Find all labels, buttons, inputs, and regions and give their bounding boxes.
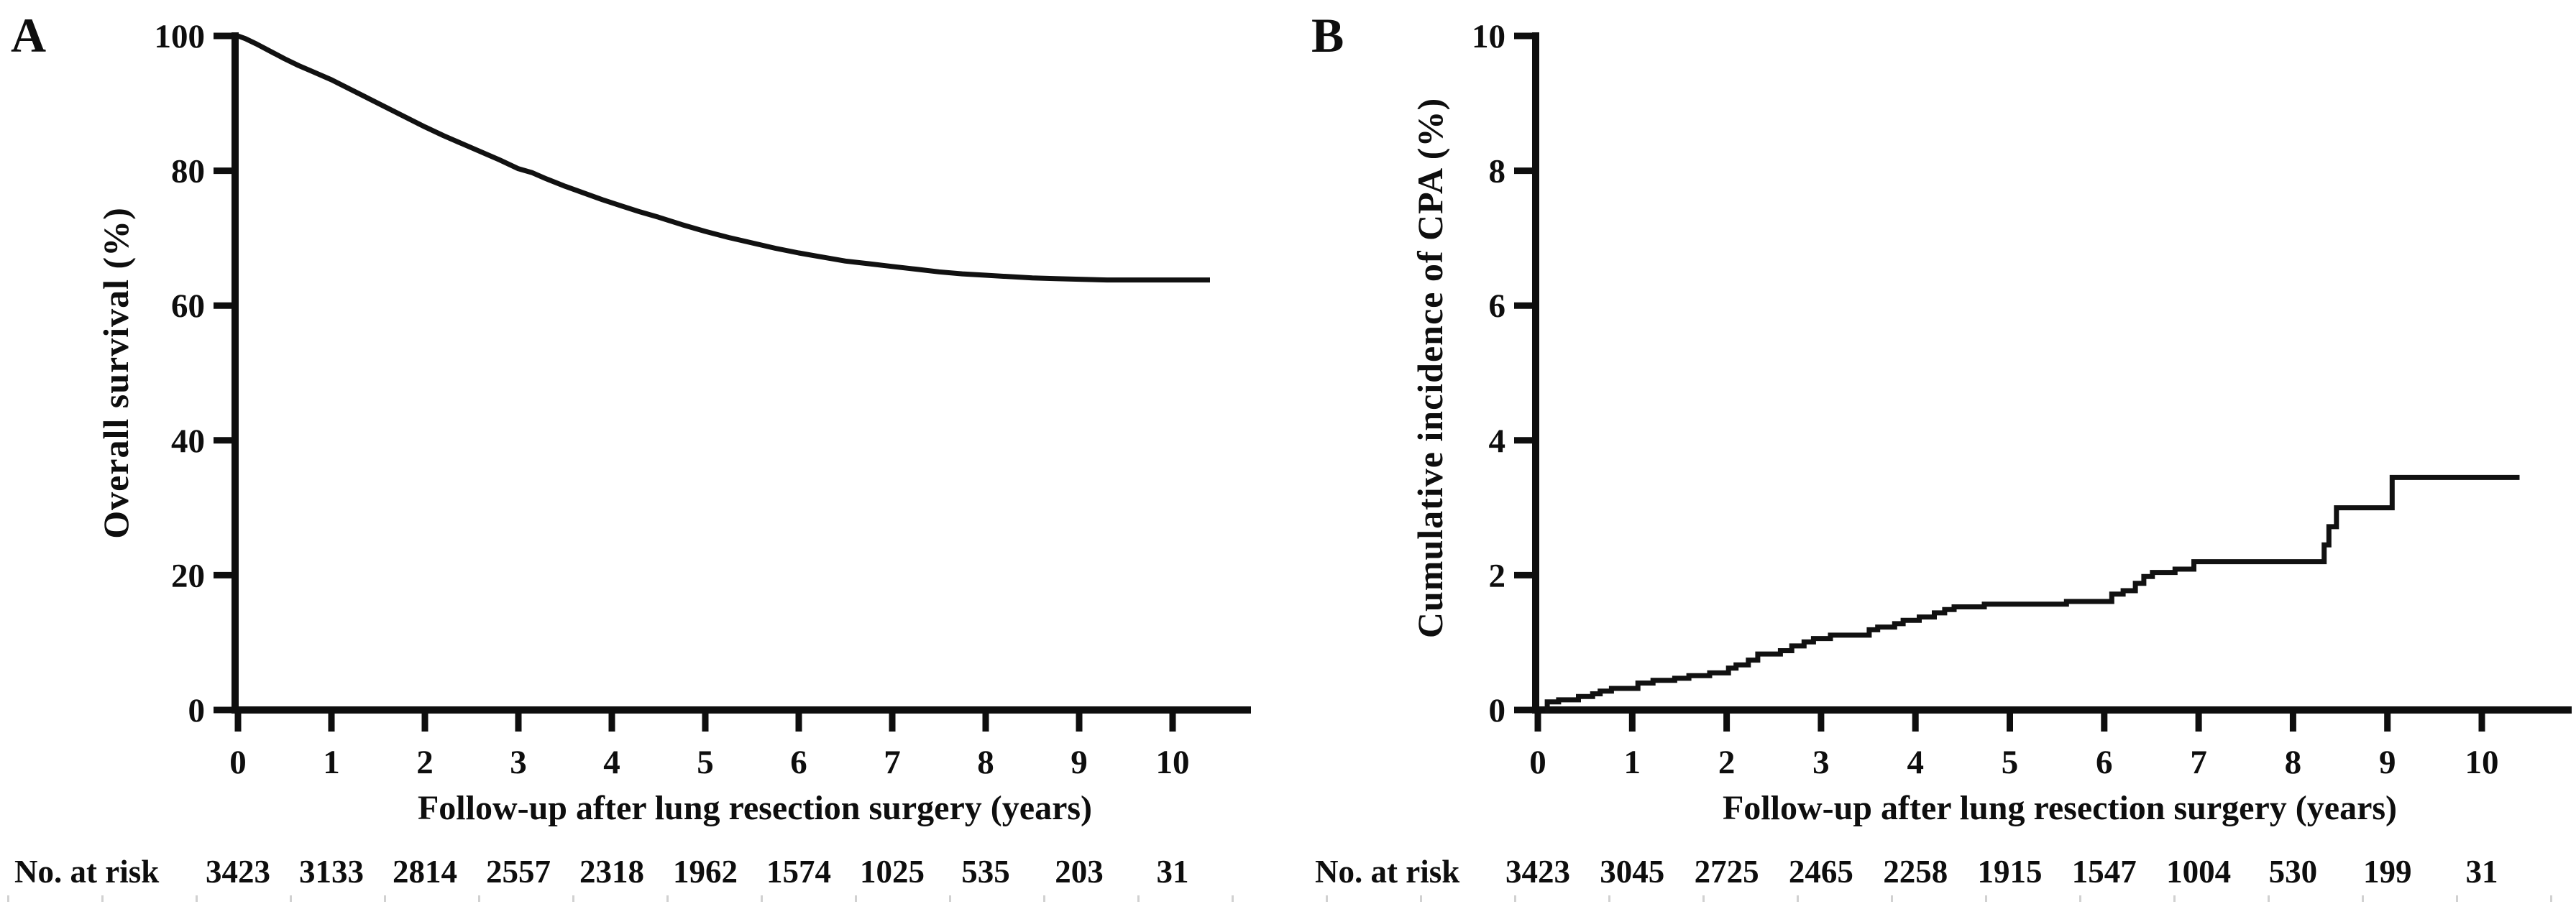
panel-b-letter: B xyxy=(1311,8,1344,63)
panel-a-letter: A xyxy=(11,8,46,63)
panel-a-y-axis-label: Overall survival (%) xyxy=(96,207,136,539)
y-tick-label: 2 xyxy=(1489,557,1506,594)
at-risk-value: 2318 xyxy=(579,854,644,890)
x-tick-label: 6 xyxy=(2096,744,2113,781)
y-tick-label: 80 xyxy=(171,153,205,190)
x-tick-label: 2 xyxy=(1718,744,1736,781)
at-risk-value: 1574 xyxy=(766,854,831,890)
at-risk-value: 31 xyxy=(1157,854,1189,890)
panel-a-at-risk-values: 3423 3133 2814 2557 2318 1962 1574 1025 535 203 31 xyxy=(206,854,1189,890)
y-tick-label: 40 xyxy=(171,423,205,460)
at-risk-value: 2557 xyxy=(486,854,551,890)
at-risk-value: 1025 xyxy=(860,854,925,890)
at-risk-value: 3045 xyxy=(1600,854,1664,890)
y-tick-label: 4 xyxy=(1489,423,1506,460)
x-tick-label: 9 xyxy=(2379,744,2396,781)
at-risk-value: 2258 xyxy=(1883,854,1948,890)
at-risk-value: 2814 xyxy=(393,854,457,890)
panel-a-survival-curve xyxy=(237,33,1210,283)
panel-a-x-axis-title: Follow-up after lung resection surgery (… xyxy=(418,789,1092,827)
at-risk-value: 199 xyxy=(2363,854,2412,890)
x-tick-label: 3 xyxy=(510,744,527,781)
x-tick-label: 1 xyxy=(323,744,340,781)
at-risk-value: 1547 xyxy=(2072,854,2137,890)
x-tick-label: 5 xyxy=(697,744,714,781)
y-tick-label: 0 xyxy=(188,692,206,729)
panel-b-at-risk-label: No. at risk xyxy=(1315,854,1459,890)
at-risk-value: 535 xyxy=(961,854,1010,890)
x-tick-label: 8 xyxy=(977,744,994,781)
x-tick-label: 10 xyxy=(2465,744,2499,781)
x-tick-label: 2 xyxy=(416,744,434,781)
at-risk-value: 1962 xyxy=(673,854,738,890)
x-tick-label: 4 xyxy=(1907,744,1924,781)
at-risk-value: 530 xyxy=(2269,854,2318,890)
panel-b-at-risk-values: 3423 3045 2725 2465 2258 1915 1547 1004 530 199 31 xyxy=(1505,854,2498,890)
at-risk-value: 3423 xyxy=(1505,854,1570,890)
x-tick-label: 9 xyxy=(1071,744,1088,781)
y-tick-label: 100 xyxy=(155,18,206,55)
panel-b-x-axis-title: Follow-up after lung resection surgery (… xyxy=(1723,789,2397,827)
y-tick-label: 0 xyxy=(1489,692,1506,729)
at-risk-value: 1915 xyxy=(1978,854,2043,890)
x-tick-label: 5 xyxy=(2002,744,2019,781)
y-tick-label: 6 xyxy=(1489,287,1506,325)
x-tick-label: 10 xyxy=(1156,744,1190,781)
x-tick-label: 6 xyxy=(790,744,807,781)
at-risk-value: 31 xyxy=(2466,854,2498,890)
panel-b-axes xyxy=(1514,32,2572,732)
y-tick-label: 60 xyxy=(171,287,205,325)
y-tick-label: 20 xyxy=(171,557,205,594)
x-tick-label: 0 xyxy=(229,744,247,781)
at-risk-value: 2465 xyxy=(1789,854,1853,890)
y-tick-label: 8 xyxy=(1489,153,1506,190)
x-tick-label: 3 xyxy=(1812,744,1830,781)
x-tick-label: 7 xyxy=(884,744,901,781)
panel-b-incidence-curve xyxy=(1544,474,2520,713)
bottom-crop-ticks xyxy=(7,895,2570,902)
x-tick-label: 0 xyxy=(1529,744,1546,781)
at-risk-value: 1004 xyxy=(2166,854,2231,890)
panel-a-axes xyxy=(214,32,1251,732)
at-risk-value: 3133 xyxy=(299,854,364,890)
panel-a-tick-labels: 0 20 40 60 80 100 0 1 2 3 4 5 6 7 8 9 10 xyxy=(155,18,1190,781)
panel-b: B Cumulative incidence of CPA (%) 0 2 4 6 8 1… xyxy=(1311,8,2572,890)
at-risk-value: 3423 xyxy=(206,854,270,890)
at-risk-value: 2725 xyxy=(1695,854,1759,890)
x-tick-label: 4 xyxy=(603,744,620,781)
panel-b-y-axis-label: Cumulative incidence of CPA (%) xyxy=(1410,98,1450,638)
y-tick-label: 10 xyxy=(1472,18,1505,55)
panel-b-tick-labels: 0 2 4 6 8 10 0 1 2 3 4 5 6 7 8 9 10 xyxy=(1472,18,2499,781)
panel-a-at-risk-label: No. at risk xyxy=(14,854,159,890)
x-tick-label: 1 xyxy=(1624,744,1641,781)
x-tick-label: 8 xyxy=(2285,744,2302,781)
x-tick-label: 7 xyxy=(2190,744,2207,781)
at-risk-value: 203 xyxy=(1055,854,1104,890)
